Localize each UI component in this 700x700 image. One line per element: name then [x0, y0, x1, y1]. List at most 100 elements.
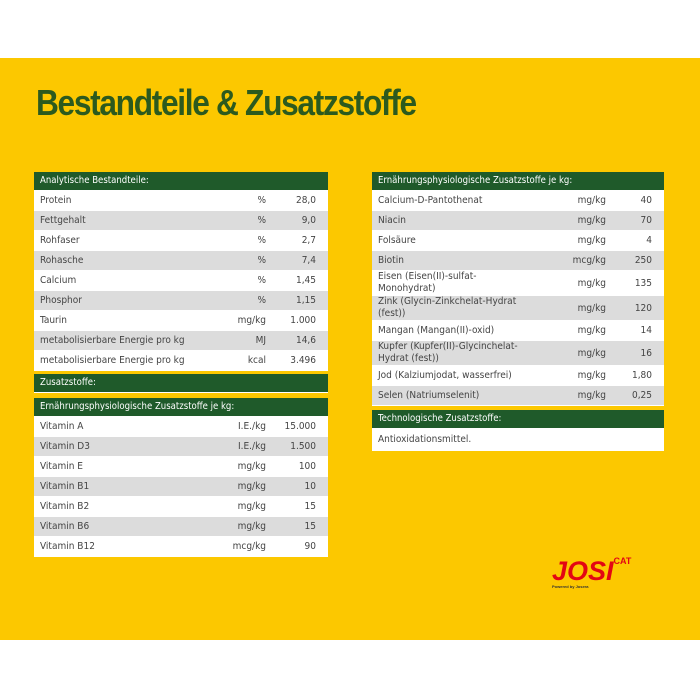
row-name: Calcium — [40, 274, 77, 286]
row-name: Antioxidationsmittel. — [378, 433, 472, 445]
row-value: 16 — [640, 347, 652, 359]
row-name: Calcium-D-Pantothenat — [378, 194, 483, 206]
table-row: Vitamin B12 mcg/kg 90 — [34, 537, 328, 557]
row-name: Niacin — [378, 214, 406, 226]
row-unit: mg/kg — [577, 325, 606, 336]
table-row: Vitamin A I.E./kg 15.000 — [34, 417, 328, 437]
row-unit: % — [257, 195, 266, 206]
row-name: Selen (Natriumselenit) — [378, 389, 480, 401]
logo: JOSICAT Powered by Josera — [552, 556, 631, 589]
row-value: 1.000 — [290, 315, 316, 326]
row-name: metabolisierbare Energie pro kg — [40, 354, 185, 366]
table-row: Biotin mcg/kg 250 — [372, 251, 664, 271]
row-name: Vitamin B2 — [40, 500, 90, 512]
table: Zusatzstoffe: Ernährungsphysiologische Zu… — [34, 374, 328, 557]
table-row: Niacin mg/kg 70 — [372, 211, 664, 231]
table-row: Protein% 28,0 — [34, 191, 328, 211]
row-unit: % — [257, 275, 266, 286]
row-value: 90 — [304, 541, 316, 552]
row-value: 1,80 — [631, 370, 652, 381]
table: Technologische Zusatzstoffe: Antioxidatio… — [372, 410, 664, 451]
table-row: metabolisierbare Energie pro kg kcal 3.496 — [34, 351, 328, 371]
row-unit: mcg/kg — [232, 541, 266, 552]
row-value: 1,15 — [295, 295, 316, 306]
table: Ernährungsphysiologische Zusatzstoffe je… — [372, 172, 664, 406]
table: Analytische Bestandteile: Protein% 28,0 Fet… — [34, 172, 328, 371]
table-row: Vitamin B1 mg/kg 10 — [34, 477, 328, 497]
table-row: Kupfer (Kupfer(II)-Glycinchelat-Hydrat (… — [372, 341, 664, 366]
row-value: 250 — [634, 255, 652, 266]
row-unit: % — [257, 235, 266, 246]
table-row: Rohasche% 7,4 — [34, 251, 328, 271]
row-name: Kupfer (Kupfer(II)-Glycinchelat-Hydrat (… — [378, 341, 518, 364]
row-unit: kcal — [247, 355, 266, 366]
row-unit: mg/kg — [237, 481, 266, 492]
table-header: Zusatzstoffe: — [34, 374, 328, 393]
row-unit: % — [257, 255, 266, 266]
table-row: Vitamin B2 mg/kg 15 — [34, 497, 328, 517]
row-value: 10 — [304, 481, 316, 492]
row-name: Vitamin A — [40, 420, 84, 432]
table-subheader: Ernährungsphysiologische Zusatzstoffe je… — [34, 398, 328, 417]
table-row: Selen (Natriumselenit) mg/kg 0,25 — [372, 386, 664, 406]
row-unit: mg/kg — [577, 235, 606, 246]
row-value: 40 — [640, 195, 652, 206]
row-name: Rohasche — [40, 254, 84, 266]
row-name: Vitamin B1 — [40, 480, 90, 492]
row-name: Rohfaser — [40, 234, 80, 246]
table-row: Vitamin B6 mg/kg 15 — [34, 517, 328, 537]
table-row: Fettgehalt% 9,0 — [34, 211, 328, 231]
row-unit: mg/kg — [237, 461, 266, 472]
row-name: Vitamin D3 — [40, 440, 90, 452]
table-row: Folsäure mg/kg 4 — [372, 231, 664, 251]
row-value: 0,25 — [631, 390, 652, 401]
table-header: Technologische Zusatzstoffe: — [372, 410, 664, 429]
row-value: 15 — [304, 521, 316, 532]
row-value: 28,0 — [295, 195, 316, 206]
row-name: Vitamin B6 — [40, 520, 90, 532]
logo-tagline: Powered by Josera — [552, 584, 589, 589]
table-row: Calcium-D-Pantothenat mg/kg 40 — [372, 191, 664, 211]
row-value: 1,45 — [295, 275, 316, 286]
row-value: 15 — [304, 501, 316, 512]
row-unit: mg/kg — [577, 277, 606, 289]
row-unit: mg/kg — [237, 315, 266, 326]
row-value: 135 — [634, 277, 652, 289]
row-name: Vitamin B12 — [40, 540, 95, 552]
row-name: Eisen (Eisen(II)-sulfat-Monohydrat) — [378, 271, 477, 294]
table-row: Mangan (Mangan(II)-oxid) mg/kg 14 — [372, 321, 664, 341]
row-unit: mg/kg — [237, 501, 266, 512]
row-name: Phosphor — [40, 294, 82, 306]
row-unit: mg/kg — [577, 302, 606, 314]
table-row: Vitamin E mg/kg 100 — [34, 457, 328, 477]
row-name: metabolisierbare Energie pro kg — [40, 334, 185, 346]
row-unit: mg/kg — [577, 195, 606, 206]
table-row: Calcium% 1,45 — [34, 271, 328, 291]
row-value: 3.496 — [290, 355, 316, 366]
logo-sub: CAT — [613, 556, 632, 566]
row-unit: mg/kg — [577, 347, 606, 359]
table-row: Rohfaser% 2,7 — [34, 231, 328, 251]
row-unit: MJ — [255, 335, 266, 346]
row-name: Fettgehalt — [40, 214, 86, 226]
table-row: Antioxidationsmittel. — [372, 429, 664, 451]
row-name: Mangan (Mangan(II)-oxid) — [378, 324, 495, 336]
row-value: 4 — [646, 235, 652, 246]
row-value: 14 — [640, 325, 652, 336]
row-unit: mg/kg — [577, 390, 606, 401]
row-value: 9,0 — [301, 215, 316, 226]
row-unit: mg/kg — [577, 370, 606, 381]
row-name: Jod (Kalziumjodat, wasserfrei) — [378, 369, 512, 381]
table-row: metabolisierbare Energie pro kg MJ 14,6 — [34, 331, 328, 351]
row-value: 1.500 — [290, 441, 316, 452]
row-value: 120 — [634, 302, 652, 314]
row-name: Biotin — [378, 254, 404, 266]
row-value: 7,4 — [301, 255, 316, 266]
row-unit: % — [257, 215, 266, 226]
row-name: Taurin — [40, 314, 67, 326]
table-header: Analytische Bestandteile: — [34, 172, 328, 191]
row-unit: % — [257, 295, 266, 306]
row-unit: I.E./kg — [237, 441, 266, 452]
row-name: Protein — [40, 194, 72, 206]
